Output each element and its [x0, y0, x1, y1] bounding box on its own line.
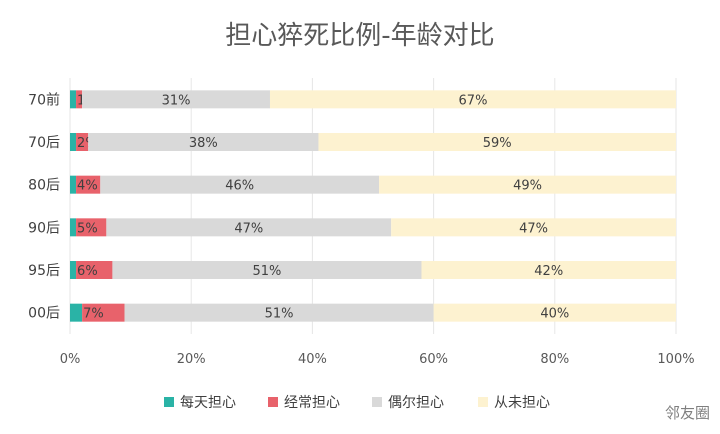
bar-segment — [70, 90, 77, 109]
data-label: 4% — [77, 179, 98, 194]
legend: 每天担心 经常担心 偶尔担心 从未担心 — [164, 395, 550, 411]
gridlines — [69, 78, 677, 334]
bar-segment — [76, 90, 83, 109]
bar-segment — [88, 133, 319, 151]
bar-segment — [76, 133, 89, 151]
x-tick-label: 0% — [60, 352, 81, 367]
bar-segment — [421, 261, 676, 279]
data-label: 51% — [265, 307, 294, 322]
category-label: 70后 — [28, 135, 60, 151]
bar-segment — [112, 261, 422, 279]
watermark: 邻友圈 — [665, 404, 710, 422]
legend-label: 从未担心 — [494, 395, 550, 411]
bar-segment — [76, 261, 113, 279]
bar-segment — [70, 303, 83, 322]
bar-segment — [433, 303, 676, 322]
bar-segment — [70, 261, 77, 279]
category-label: 70前 — [28, 91, 60, 108]
bar-segment — [106, 218, 392, 237]
bar-segment — [391, 218, 676, 237]
data-label: 67% — [459, 93, 488, 108]
bar-segment — [318, 133, 676, 151]
data-label: 46% — [225, 179, 254, 194]
category-labels: 70前 70后 80后 90后 95后 00后 — [28, 91, 60, 321]
bar-segment — [70, 218, 77, 237]
data-label: 31% — [162, 93, 191, 108]
bar-segment — [76, 218, 107, 237]
legend-swatch — [164, 397, 174, 407]
data-label: 59% — [483, 136, 512, 151]
x-tick-label: 80% — [540, 352, 569, 367]
legend-swatch — [268, 397, 278, 407]
category-label: 95后 — [28, 263, 60, 279]
bar-segment — [70, 175, 77, 194]
legend-swatch — [478, 397, 488, 407]
category-label: 00后 — [28, 306, 60, 322]
bar-segment — [76, 175, 101, 194]
bar-segment — [124, 303, 434, 322]
bar-segment — [100, 175, 380, 194]
data-label: 49% — [513, 179, 542, 194]
chart-title: 担心猝死比例-年龄对比 — [225, 21, 494, 51]
category-label: 80后 — [28, 178, 60, 194]
bar-segment — [70, 133, 77, 151]
legend-swatch — [372, 397, 382, 407]
data-label: 47% — [519, 221, 548, 236]
x-tick-labels: 0% 20% 40% 60% 80% 100% — [60, 352, 695, 367]
x-tick-label: 20% — [177, 352, 206, 367]
data-label: 7% — [83, 307, 104, 322]
category-label: 90后 — [28, 220, 60, 236]
data-label: 51% — [252, 264, 281, 279]
data-label: 42% — [534, 264, 563, 279]
legend-label: 偶尔担心 — [388, 395, 444, 411]
bar-segment — [269, 90, 676, 109]
x-tick-label: 40% — [298, 352, 327, 367]
bars: 1%31%67%2%38%59%4%46%49%5%47%47%6%51%42%… — [70, 90, 676, 322]
legend-label: 经常担心 — [284, 395, 340, 411]
x-tick-label: 60% — [419, 352, 448, 367]
x-tick-label: 100% — [657, 352, 694, 367]
legend-label: 每天担心 — [180, 395, 236, 411]
bar-segment — [379, 175, 676, 194]
data-label: 38% — [189, 136, 218, 151]
data-label: 6% — [77, 264, 98, 279]
data-label: 47% — [234, 221, 263, 236]
data-label: 5% — [77, 221, 98, 236]
bar-segment — [82, 303, 125, 322]
data-label: 40% — [540, 307, 569, 322]
bar-segment — [82, 90, 270, 109]
